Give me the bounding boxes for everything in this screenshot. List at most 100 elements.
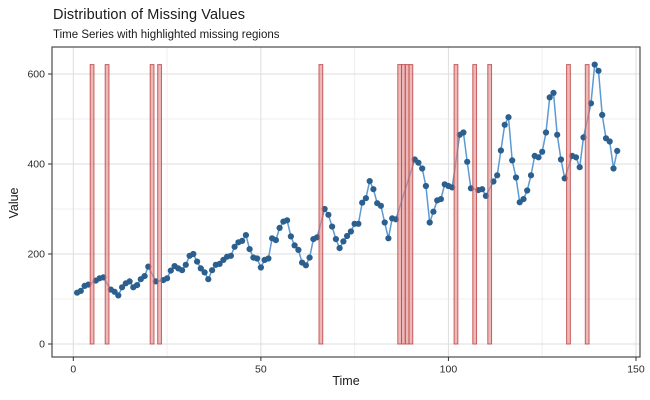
data-point [464,158,471,165]
data-point [422,182,429,190]
x-axis-title: Time [332,374,360,388]
data-point [141,273,148,280]
data-point [265,255,272,262]
data-point [257,264,264,271]
data-point [276,224,283,231]
data-point [231,243,238,250]
missing-region-bars [89,64,590,345]
data-point [332,236,339,243]
data-point [182,261,189,268]
data-point [134,282,141,289]
data-point [572,154,580,161]
missing-region-bar [404,64,410,345]
data-point [336,245,343,252]
data-point [340,238,347,245]
data-point [591,61,598,68]
data-point [209,267,216,274]
data-point [494,172,501,179]
data-point [535,154,542,161]
data-point [610,165,617,172]
data-point [190,250,197,258]
data-point [385,235,392,242]
missing-region-bar [453,64,459,345]
data-point [119,284,126,291]
data-point [520,196,527,203]
data-point [509,157,516,164]
data-point [527,172,535,179]
data-point [272,237,279,244]
data-point [126,278,133,285]
data-point [546,94,553,101]
data-point [366,178,373,185]
data-point [115,292,122,299]
data-point [246,246,253,253]
data-point [77,287,84,294]
x-tick-label: 100 [440,364,458,376]
data-point [426,219,433,226]
data-point [306,254,313,261]
data-point [550,89,557,96]
missing-region-bar [157,64,162,345]
data-point [479,186,486,193]
data-point [239,237,246,244]
y-tick-label: 200 [27,249,45,261]
data-point [201,269,208,276]
data-point [614,147,621,154]
x-tick-label: 0 [70,364,76,376]
panel-border [51,46,641,358]
data-point [460,129,467,136]
data-point [370,186,377,193]
data-point [542,129,550,136]
data-points [74,61,621,299]
data-point [194,258,201,265]
data-point [606,138,613,145]
data-point [242,232,249,239]
data-point [362,195,369,202]
missing-region-bar [318,64,324,345]
y-axis: 0 200 400 600 [27,69,52,351]
data-point [302,262,309,269]
missing-region-bar [89,64,95,345]
x-tick-label: 150 [627,364,645,376]
data-point [167,267,174,274]
data-point [216,260,223,267]
data-point [512,174,520,181]
y-tick-label: 400 [27,159,45,171]
missing-region-bar [401,64,406,345]
data-point [557,156,565,163]
missing-region-bar [104,64,110,345]
missing-region-bar [397,64,403,345]
data-point [415,159,422,166]
data-point [381,219,388,226]
data-point [524,187,531,194]
x-tick-label: 50 [255,364,267,376]
data-point [595,67,602,74]
data-point [329,223,336,230]
data-point [501,121,508,128]
data-point [227,252,234,259]
data-point [437,196,444,203]
data-point [355,220,362,227]
data-point [295,246,302,253]
data-point [359,199,366,206]
missing-region-bar [566,64,571,345]
data-point [344,232,351,240]
data-point [287,233,294,240]
y-axis-title: Value [7,187,21,219]
missing-region-bar [149,64,155,345]
data-point [284,217,291,224]
missing-region-bar [487,64,493,345]
data-point [505,114,512,121]
data-point [377,202,384,209]
y-tick-label: 0 [39,339,45,351]
missing-region-bar [408,64,414,345]
data-point [554,131,561,138]
data-point [197,265,204,272]
data-point [539,148,546,155]
data-point [254,255,261,262]
data-point [576,164,583,171]
data-point [205,276,212,283]
data-point [419,165,426,172]
